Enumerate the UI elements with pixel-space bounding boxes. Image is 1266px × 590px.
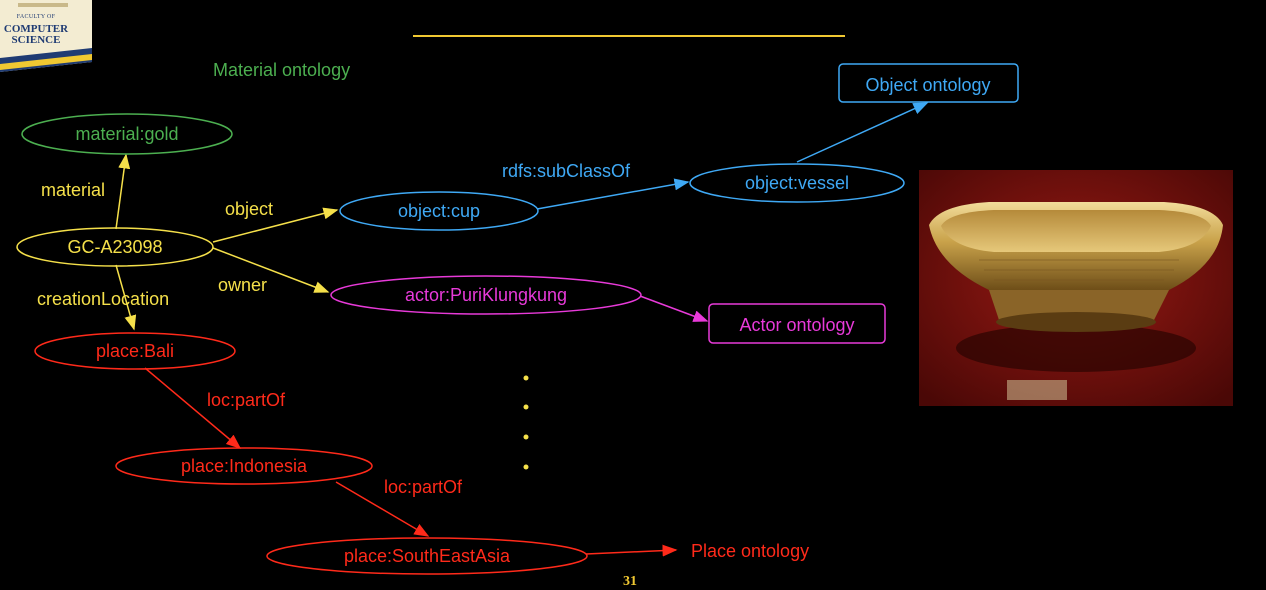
node-indonesia-label: place:Indonesia <box>181 456 308 476</box>
place-ontology-label: Place ontology <box>691 541 809 561</box>
logo-banner-icon <box>0 0 92 72</box>
node-object-cup <box>339 191 539 231</box>
edge-label-partof-1: loc:partOf <box>207 390 286 410</box>
node-material-gold <box>21 113 233 155</box>
logo-line2-text: COMPUTER <box>3 23 69 35</box>
edge-label-creation-location: creationLocation <box>37 289 169 309</box>
golden-vessel-photo <box>919 170 1233 406</box>
edge-object <box>212 207 339 243</box>
ellipsis-dots <box>523 375 529 470</box>
material-ontology-label: Material ontology <box>213 60 350 80</box>
node-object-cup-label: object:cup <box>398 201 480 221</box>
node-south-east-asia <box>266 537 588 575</box>
title-underline <box>413 35 845 37</box>
edge-actor-ontology <box>639 295 709 322</box>
dot-2 <box>523 404 529 410</box>
node-actor-label: actor:PuriKlungkung <box>405 285 567 305</box>
page-number: 31 <box>623 574 637 589</box>
node-gc-label: GC-A23098 <box>67 237 162 257</box>
edge-label-owner: owner <box>218 275 267 295</box>
edge-owner <box>212 247 330 293</box>
actor-ontology-box <box>708 303 886 344</box>
faculty-logo: FACULTY OF COMPUTER SCIENCE <box>0 0 92 72</box>
edge-label-subclass: rdfs:subClassOf <box>502 161 631 181</box>
dot-3 <box>523 434 529 440</box>
node-material-gold-label: material:gold <box>75 124 178 144</box>
edge-partof-indonesia <box>335 481 430 537</box>
edge-vessel-ontology <box>796 102 929 163</box>
node-object-vessel <box>689 163 905 203</box>
edge-place-ontology <box>585 544 678 557</box>
logo-line1: FACULTY OF <box>16 14 56 20</box>
logo-line3-text: SCIENCE <box>11 34 61 46</box>
node-actor <box>330 275 642 315</box>
object-ontology-label: Object ontology <box>865 75 990 95</box>
logo-line2: COMPUTER SCIENCE <box>0 24 72 46</box>
edge-partof-bali <box>144 367 242 449</box>
edge-subclass <box>536 178 690 210</box>
node-indonesia <box>115 447 373 485</box>
dot-1 <box>523 375 529 381</box>
edge-creation-location <box>115 264 137 331</box>
edge-material <box>115 153 131 230</box>
actor-ontology-label: Actor ontology <box>739 315 854 335</box>
edge-label-partof-2: loc:partOf <box>384 477 463 497</box>
dot-4 <box>523 464 529 470</box>
object-ontology-box <box>838 63 1019 103</box>
node-object-vessel-label: object:vessel <box>745 173 849 193</box>
node-bali-label: place:Bali <box>96 341 174 361</box>
node-south-east-asia-label: place:SouthEastAsia <box>344 546 511 566</box>
edge-label-object: object <box>225 199 273 219</box>
node-bali <box>34 332 236 370</box>
edge-label-material: material <box>41 180 105 200</box>
node-gc <box>16 227 214 267</box>
